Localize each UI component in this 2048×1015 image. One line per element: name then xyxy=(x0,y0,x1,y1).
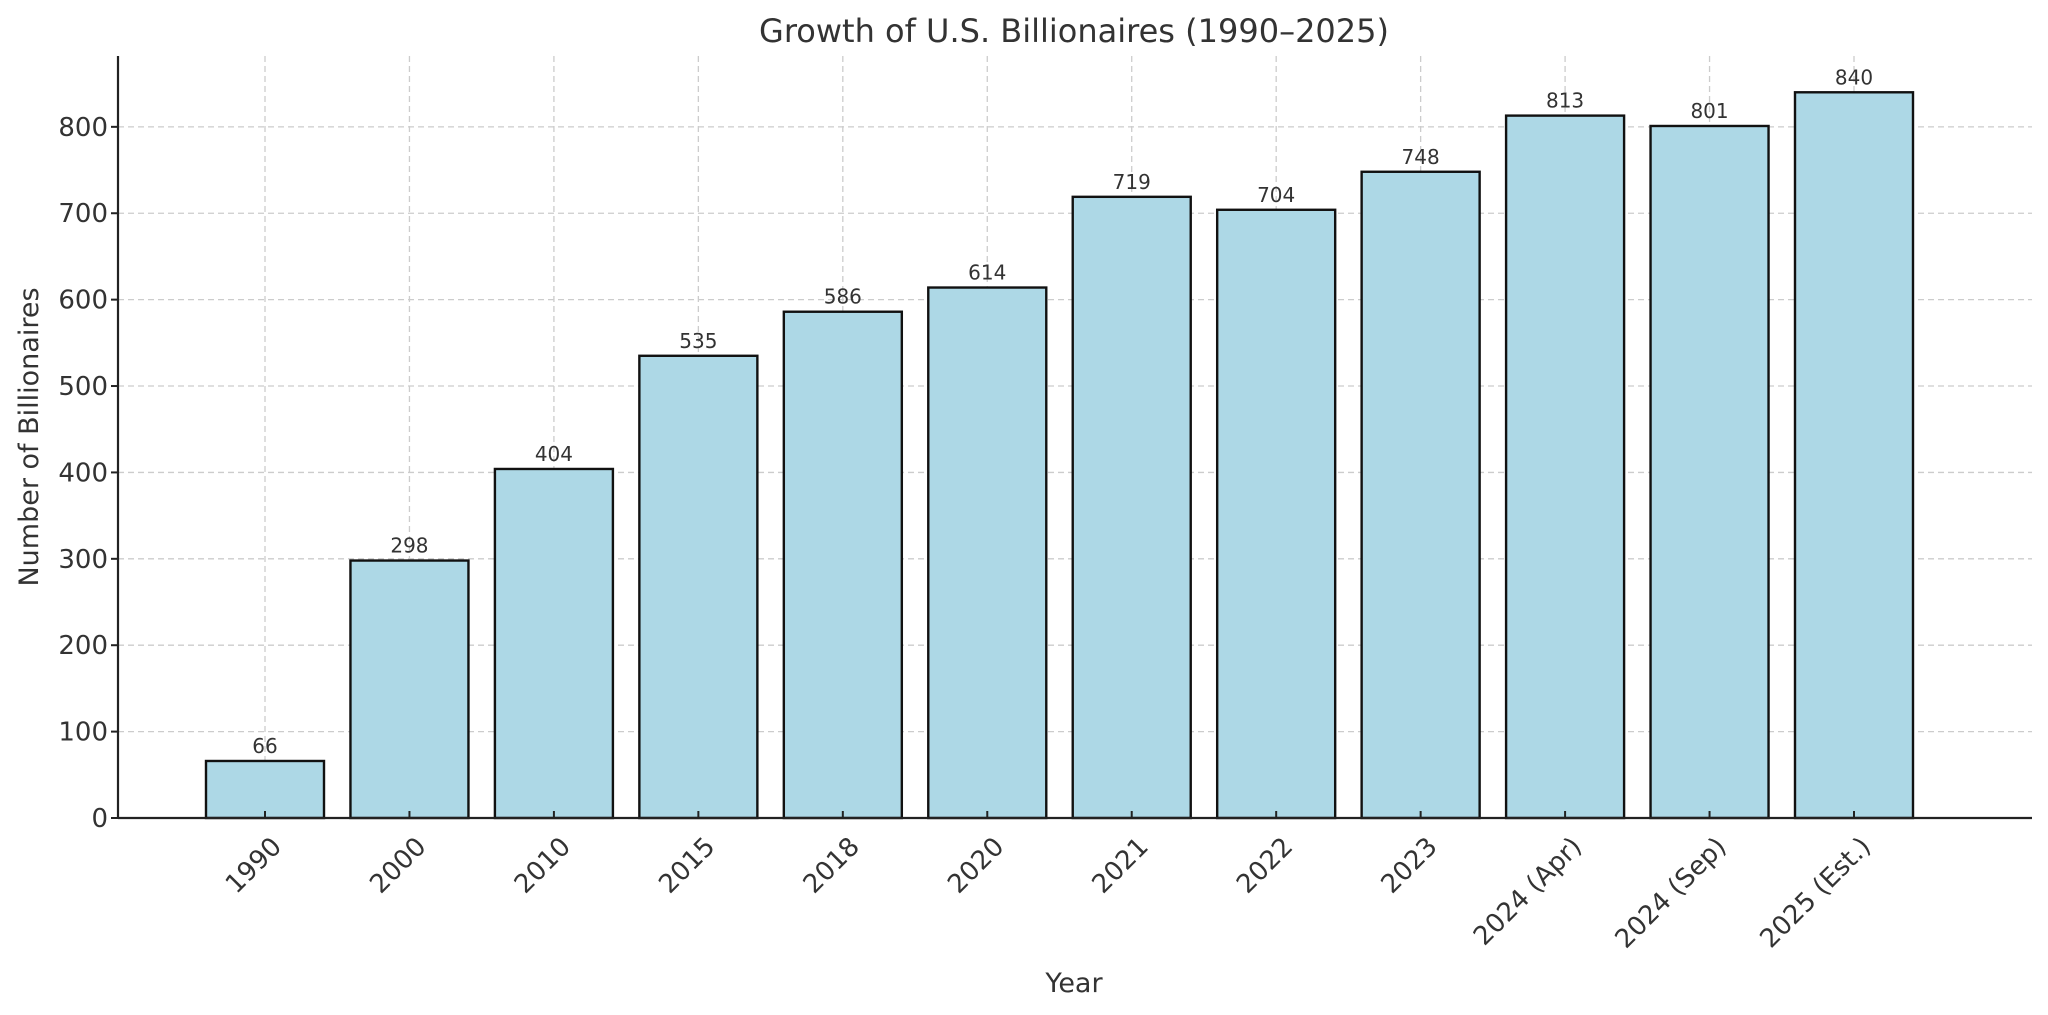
bar xyxy=(1071,195,1192,820)
data-label: 66 xyxy=(252,734,277,758)
x-axis-ticks: 1990 2000 2010 2015 2018 2020 2021 2022 2023 2024… xyxy=(220,811,1877,955)
bar xyxy=(1793,91,1915,820)
x-tick-label: 2015 xyxy=(653,832,721,900)
data-label: 404 xyxy=(535,442,573,466)
bar xyxy=(349,559,470,820)
y-axis-title: Number of Billionaires xyxy=(14,287,45,586)
axes xyxy=(116,56,2032,820)
x-tick-label: 2024 (Sep) xyxy=(1610,832,1733,955)
data-label: 704 xyxy=(1257,183,1295,207)
data-label: 719 xyxy=(1113,170,1151,194)
bar xyxy=(782,310,904,820)
y-tick-label: 300 xyxy=(58,545,108,575)
data-labels: 66 298 404 535 586 614 719 704 748 813 801 840 xyxy=(252,65,1873,758)
y-tick-label: 100 xyxy=(58,718,108,748)
y-tick-label: 0 xyxy=(91,804,108,834)
y-tick-label: 200 xyxy=(58,631,108,661)
y-tick-label: 700 xyxy=(58,199,108,229)
bar xyxy=(638,354,759,820)
bar xyxy=(1649,124,1770,820)
data-label: 614 xyxy=(968,261,1006,285)
x-tick-label: 2020 xyxy=(942,832,1010,900)
bar xyxy=(493,467,615,820)
data-label: 586 xyxy=(824,285,862,309)
bar xyxy=(204,759,326,820)
y-tick-label: 500 xyxy=(58,372,108,402)
x-tick-label: 1990 xyxy=(220,832,288,900)
data-label: 748 xyxy=(1402,145,1440,169)
bars xyxy=(204,91,1915,820)
data-label: 840 xyxy=(1835,65,1873,89)
x-tick-label: 2023 xyxy=(1376,832,1444,900)
x-tick-label: 2010 xyxy=(509,832,577,900)
chart-title: Growth of U.S. Billionaires (1990–2025) xyxy=(759,12,1389,50)
data-label: 298 xyxy=(390,534,428,558)
x-tick-label: 2025 (Est.) xyxy=(1755,832,1877,954)
y-tick-label: 800 xyxy=(58,113,108,143)
data-label: 535 xyxy=(679,329,717,353)
y-tick-label: 400 xyxy=(58,458,108,488)
y-tick-label: 600 xyxy=(58,286,108,316)
bar xyxy=(1360,170,1481,820)
x-tick-label: 2022 xyxy=(1231,832,1299,900)
data-label: 813 xyxy=(1546,89,1584,113)
bar xyxy=(1215,208,1337,820)
x-tick-label: 2000 xyxy=(364,832,432,900)
x-tick-label: 2018 xyxy=(798,832,866,900)
x-tick-label: 2024 (Apr) xyxy=(1468,832,1588,952)
bar xyxy=(927,286,1048,820)
x-axis-title: Year xyxy=(1044,968,1103,999)
y-axis-ticks: 0 100 200 300 400 500 600 700 800 xyxy=(58,113,118,834)
x-tick-label: 2021 xyxy=(1087,832,1155,900)
data-label: 801 xyxy=(1690,99,1728,123)
bar xyxy=(1504,114,1626,820)
